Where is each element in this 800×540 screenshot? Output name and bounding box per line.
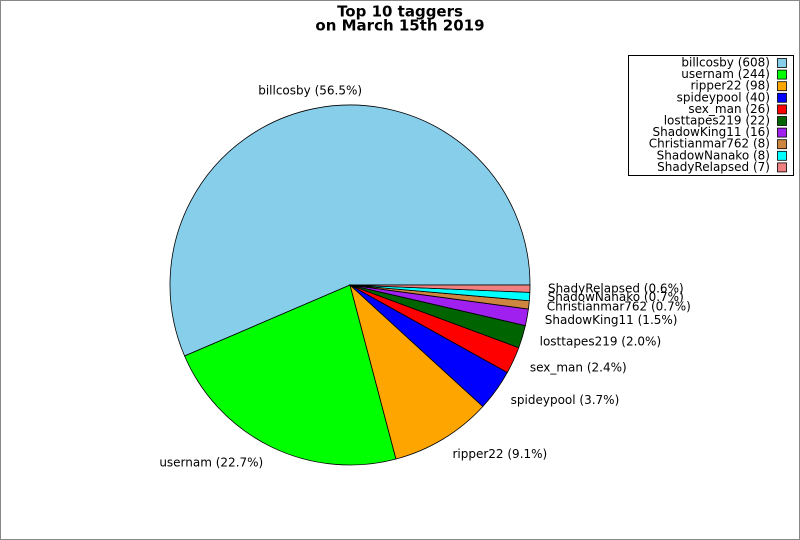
legend-swatch [777, 58, 787, 68]
slice-label: ripper22 (9.1%) [452, 447, 547, 461]
slice-label: spideypool (3.7%) [511, 393, 620, 407]
legend-label: ShadowNanako (8) [657, 148, 770, 162]
legend-swatch [777, 69, 787, 80]
chart-subtitle: on March 15th 2019 [315, 17, 484, 35]
slice-label: ShadyRelapsed (0.6%) [548, 282, 684, 296]
legend-box [628, 55, 794, 176]
legend-swatch [777, 92, 787, 103]
legend-label: ShadyRelapsed (7) [657, 160, 770, 174]
legend-label: usernam (244) [681, 67, 770, 81]
legend-label: sex_man (26) [688, 102, 770, 116]
legend-swatch [777, 150, 787, 161]
slice-label: Christianmar762 (0.7%) [547, 299, 691, 313]
legend-label: Christianmar762 (8) [649, 137, 770, 151]
legend-swatch [777, 127, 787, 138]
pie-slice [349, 283, 484, 460]
legend-label: ShadowKing11 (16) [653, 125, 771, 139]
legend-swatch [777, 162, 787, 173]
slice-label: losttapes219 (2.0%) [540, 334, 662, 348]
legend-label: losttapes219 (22) [664, 114, 770, 128]
legend-label: ripper22 (98) [690, 79, 770, 93]
slice-label: ShadowNanako (0.7%) [548, 290, 684, 304]
slice-label: ShadowKing11 (1.5%) [545, 313, 678, 327]
slice-label: billcosby (56.5%) [258, 84, 362, 98]
slice-label: sex_man (2.4%) [530, 360, 627, 374]
slice-label: usernam (22.7%) [159, 455, 263, 469]
pie-slice [184, 284, 397, 466]
pie-slice [349, 284, 531, 293]
legend-label: spideypool (40) [677, 90, 770, 104]
legend-swatch [777, 139, 787, 150]
legend-label: billcosby (608) [681, 56, 770, 70]
legend-swatch [777, 116, 787, 126]
legend-swatch [777, 81, 787, 92]
chart-title: Top 10 taggers [337, 3, 463, 21]
legend-swatch [777, 104, 787, 115]
pie-slice [169, 104, 531, 357]
